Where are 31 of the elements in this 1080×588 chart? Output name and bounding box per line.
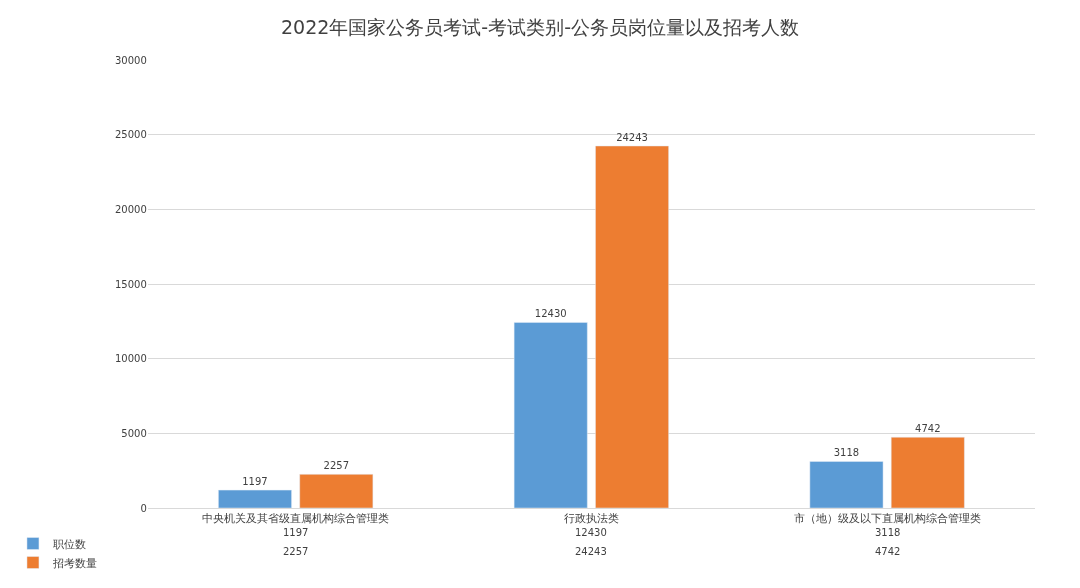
y-tick-label: 30000 (114, 54, 147, 66)
legend-label: 招考数量 (51, 556, 97, 570)
y-tick-label: 10000 (114, 353, 147, 365)
data-label: 1197 (242, 476, 268, 488)
y-tick-label: 15000 (114, 278, 147, 290)
data-label: 24243 (616, 131, 648, 143)
text: 24243 (575, 546, 607, 557)
y-tick-label: 0 (140, 502, 147, 514)
data-label: 4742 (915, 423, 941, 435)
x-tick-label: 市（地）级及以下直属机构综合管理类 (793, 512, 981, 526)
text: 12430 (575, 527, 607, 538)
y-tick-label: 25000 (114, 129, 147, 141)
x-tick-label: 行政执法类 (563, 512, 619, 526)
text: 1197 (283, 527, 309, 538)
bar (513, 322, 588, 508)
bar (595, 145, 669, 508)
chart-title: 2022年国家公务员考试-考试类别-公务员岗位量以及招考人数 (280, 15, 800, 38)
y-tick-label: 20000 (114, 203, 147, 215)
bar (218, 489, 292, 508)
text: 4742 (875, 546, 901, 557)
x-tick-label: 中央机关及其省级直属机构综合管理类 (202, 512, 390, 526)
bar (299, 474, 374, 508)
y-tick-label: 5000 (121, 427, 147, 439)
text: 2257 (283, 546, 309, 557)
legend-label: 职位数 (52, 537, 86, 551)
text: 3118 (875, 527, 901, 538)
bar (809, 461, 884, 508)
data-label: 2257 (323, 460, 350, 472)
data-label: 3118 (833, 447, 860, 459)
bar (890, 436, 965, 508)
data-label: 12430 (534, 308, 567, 320)
